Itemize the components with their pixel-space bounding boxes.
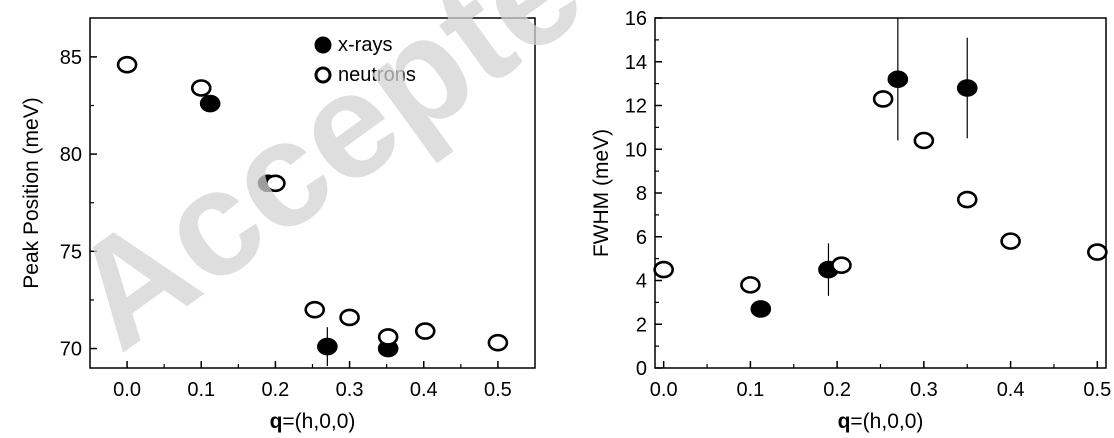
neutron-point <box>1000 232 1021 250</box>
y-tick-label: 0 <box>636 358 647 380</box>
x-tick-label: 0.2 <box>823 379 851 401</box>
y-tick-label: 80 <box>60 144 82 166</box>
x-axis-label-rest: =(h,0,0) <box>850 410 923 433</box>
x-tick-label: 0.3 <box>910 379 938 401</box>
neutron-point <box>831 256 852 274</box>
xray-point <box>199 94 221 113</box>
neutron-point <box>265 174 286 193</box>
neutron-point <box>377 328 399 346</box>
y-tick-label: 4 <box>636 271 647 293</box>
y-tick-label: 70 <box>60 339 82 361</box>
y-tick-label: 6 <box>636 227 647 249</box>
neutron-point <box>740 276 761 294</box>
x-tick-label: 0.4 <box>410 379 438 401</box>
xray-point <box>317 337 338 356</box>
neutron-point <box>1087 243 1108 261</box>
legend-marker-neutrons <box>314 66 332 84</box>
x-tick-label: 0.3 <box>336 379 364 401</box>
neutron-point <box>956 190 978 209</box>
y-axis-label: Peak Position (meV) <box>20 97 43 288</box>
legend-label: x-rays <box>338 34 392 56</box>
xray-point <box>750 300 772 318</box>
peak-position-panel: 0.0 0.1 0.2 0.3 0.4 0.5 70 75 80 85 q=(h,0,0) Peak … <box>20 17 536 433</box>
x-tick-label: 0.5 <box>484 379 512 401</box>
x-tick-label: 0.0 <box>113 379 141 401</box>
x-axis-label-bold: q <box>838 410 851 433</box>
y-tick-label: 14 <box>625 52 647 74</box>
neutron-point <box>304 300 326 319</box>
y-tick-label: 2 <box>636 314 647 336</box>
x-axis-label-bold: q <box>270 410 283 433</box>
y-axis-label: FWHM (meV) <box>590 129 613 257</box>
neutron-point <box>913 131 935 150</box>
x-axis-label: q=(h,0,0) <box>270 410 356 433</box>
y-tick-label: 85 <box>60 47 82 69</box>
neutron-point <box>487 333 509 352</box>
plot-frame <box>654 17 1107 369</box>
y-tick-label: 10 <box>625 139 647 161</box>
legend-marker-xrays <box>314 36 332 54</box>
x-tick-label: 0.2 <box>262 379 290 401</box>
x-tick-label: 0.5 <box>1083 379 1111 401</box>
y-tick-label: 12 <box>625 96 647 118</box>
x-tick-label: 0.1 <box>736 379 764 401</box>
x-axis-label-rest: =(h,0,0) <box>282 410 355 433</box>
y-tick-label: 75 <box>60 241 82 263</box>
x-tick-label: 0.0 <box>650 379 678 401</box>
neutron-point <box>190 79 212 97</box>
y-tick-label: 16 <box>625 8 647 30</box>
neutron-point <box>414 322 436 340</box>
xray-point <box>956 79 978 97</box>
y-tick-label: 8 <box>636 183 647 205</box>
x-tick-label: 0.1 <box>187 379 215 401</box>
fwhm-panel: 0.0 0.1 0.2 0.3 0.4 0.5 0 2 4 6 8 10 12 14 16 q=(h,0,0)… <box>590 8 1111 433</box>
neutron-point <box>653 260 674 279</box>
neutron-point <box>116 55 138 74</box>
watermark-text: Accepted <box>40 0 685 381</box>
x-tick-label: 0.4 <box>997 379 1025 401</box>
xray-point <box>887 70 909 89</box>
legend-label: neutrons <box>338 64 416 86</box>
x-axis-label: q=(h,0,0) <box>838 410 924 433</box>
neutron-point <box>339 308 360 327</box>
neutron-point <box>872 90 894 108</box>
